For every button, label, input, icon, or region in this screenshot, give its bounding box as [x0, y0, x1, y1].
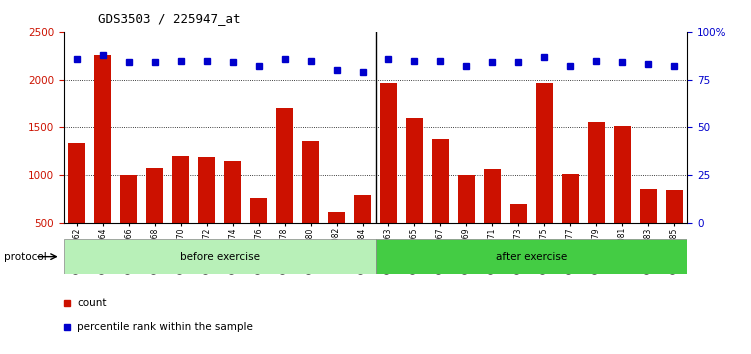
- Bar: [380, 82, 397, 271]
- Bar: [146, 167, 163, 271]
- Bar: [536, 82, 553, 271]
- Bar: [640, 189, 656, 271]
- Bar: [354, 195, 371, 271]
- Bar: [458, 175, 475, 271]
- Bar: [510, 204, 526, 271]
- Bar: [302, 141, 319, 271]
- Bar: [120, 175, 137, 271]
- Bar: [95, 55, 111, 271]
- Bar: [665, 190, 683, 271]
- Bar: [276, 108, 293, 271]
- Bar: [198, 157, 215, 271]
- Bar: [64, 239, 376, 274]
- Text: percentile rank within the sample: percentile rank within the sample: [77, 322, 253, 332]
- Bar: [225, 161, 241, 271]
- Text: after exercise: after exercise: [496, 252, 567, 262]
- Bar: [432, 139, 449, 271]
- Text: count: count: [77, 298, 107, 308]
- Text: GDS3503 / 225947_at: GDS3503 / 225947_at: [98, 12, 240, 25]
- Bar: [68, 143, 86, 271]
- Bar: [376, 239, 687, 274]
- Bar: [250, 198, 267, 271]
- Bar: [172, 156, 189, 271]
- Bar: [614, 126, 631, 271]
- Bar: [588, 122, 605, 271]
- Bar: [562, 174, 579, 271]
- Bar: [484, 170, 501, 271]
- Text: before exercise: before exercise: [179, 252, 260, 262]
- Text: protocol: protocol: [4, 252, 47, 262]
- Bar: [328, 212, 345, 271]
- Bar: [406, 118, 423, 271]
